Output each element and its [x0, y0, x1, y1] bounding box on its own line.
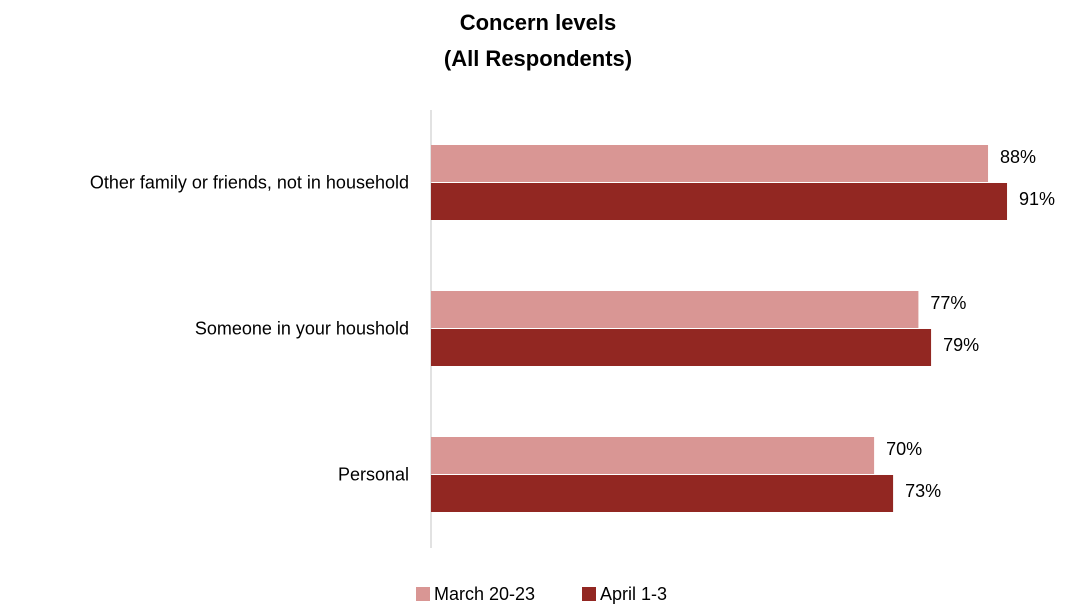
legend: March 20-23 April 1-3	[416, 584, 667, 604]
legend-label: April 1-3	[600, 584, 667, 604]
chart-title: Concern levels (All Respondents)	[444, 10, 632, 71]
bar-april	[431, 475, 894, 512]
category-label: Other family or friends, not in househol…	[90, 173, 409, 193]
data-label: 79%	[943, 335, 979, 355]
bar-march	[431, 291, 919, 328]
bar-march	[431, 437, 875, 474]
category-label: Someone in your houshold	[195, 319, 409, 339]
chart-title-line-1: Concern levels	[460, 10, 617, 35]
bar-april	[431, 329, 932, 366]
chart-title-line-2: (All Respondents)	[444, 46, 632, 71]
legend-swatch	[416, 587, 430, 601]
data-label: 70%	[886, 439, 922, 459]
bar-april	[431, 183, 1008, 220]
legend-label: March 20-23	[434, 584, 535, 604]
plot-area: Other family or friends, not in househol…	[90, 145, 1055, 512]
data-label: 73%	[905, 481, 941, 501]
data-label: 77%	[930, 293, 966, 313]
legend-swatch	[582, 587, 596, 601]
category-label: Personal	[338, 465, 409, 485]
data-label: 91%	[1019, 189, 1055, 209]
bar-march	[431, 145, 989, 182]
data-label: 88%	[1000, 147, 1036, 167]
